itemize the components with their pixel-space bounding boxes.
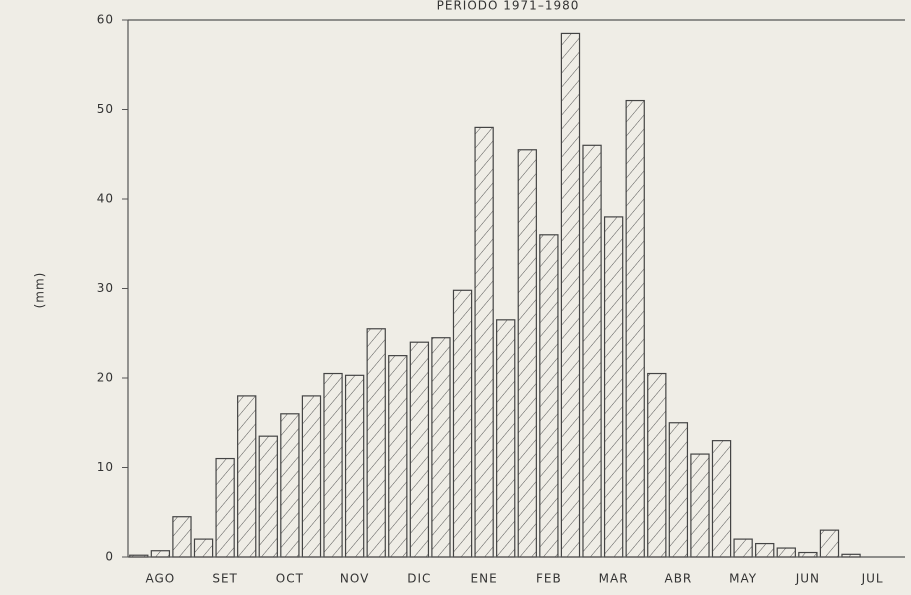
bar <box>668 422 689 558</box>
bar <box>344 374 365 558</box>
bar <box>258 435 278 558</box>
chart-title: PERIODO 1971–1980 <box>437 0 580 13</box>
x-tick-label: FEB <box>536 572 562 586</box>
bar <box>172 516 192 558</box>
x-tick-label: DIC <box>407 572 431 586</box>
x-tick-label: JUL <box>861 572 884 586</box>
bar <box>237 395 257 558</box>
bar <box>582 144 602 558</box>
bar <box>755 542 775 558</box>
bar <box>819 529 840 558</box>
bar <box>776 547 796 558</box>
y-tick-label: 0 <box>105 550 114 564</box>
x-tick-label: SET <box>212 572 238 586</box>
bar <box>474 126 494 558</box>
bar <box>733 538 753 558</box>
bar <box>560 32 581 558</box>
bar <box>388 355 408 558</box>
bar <box>193 538 214 558</box>
y-axis-label: (mm) <box>33 272 47 309</box>
x-tick-label: MAR <box>599 572 629 586</box>
bar <box>647 372 667 558</box>
bar <box>603 216 624 558</box>
x-tick-label: ABR <box>664 572 692 586</box>
x-tick-label: MAY <box>729 572 757 586</box>
bar <box>452 289 473 558</box>
bar <box>690 453 710 558</box>
bar <box>496 319 516 558</box>
bar <box>517 149 537 558</box>
bar <box>366 328 386 558</box>
y-tick-label: 60 <box>97 13 114 27</box>
bar <box>150 550 171 558</box>
bar <box>301 395 322 558</box>
bar <box>280 413 300 558</box>
bar <box>215 457 235 558</box>
bar <box>798 551 818 558</box>
bar <box>625 99 645 558</box>
y-tick-label: 40 <box>97 192 114 206</box>
y-tick-label: 50 <box>97 102 114 116</box>
bar <box>323 372 343 558</box>
bar <box>539 234 559 558</box>
bar <box>711 440 732 558</box>
x-tick-label: AGO <box>146 572 176 586</box>
bar <box>409 341 430 558</box>
y-tick-label: 20 <box>97 371 114 385</box>
x-tick-label: OCT <box>276 572 304 586</box>
bar <box>431 337 451 558</box>
x-tick-label: ENE <box>471 572 498 586</box>
y-tick-label: 30 <box>97 281 114 295</box>
x-tick-label: JUN <box>795 572 820 586</box>
y-tick-label: 10 <box>97 460 114 474</box>
x-tick-label: NOV <box>340 572 369 586</box>
